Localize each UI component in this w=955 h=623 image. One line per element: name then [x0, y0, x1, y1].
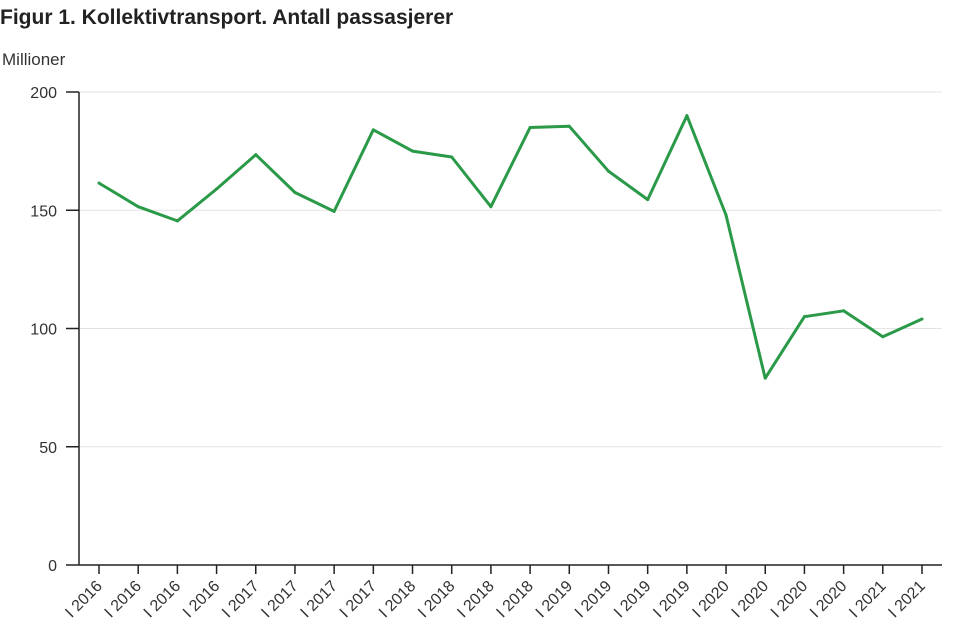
- y-tick-label: 200: [30, 85, 57, 102]
- y-tick-label: 0: [48, 558, 57, 575]
- y-axis-ticks: 0 50 100 150 200: [30, 85, 79, 575]
- x-tick-label: I 2017: [297, 578, 341, 622]
- x-tick-label: I 2017: [258, 578, 302, 622]
- data-point: [646, 198, 650, 202]
- x-tick-label: I 2018: [415, 578, 459, 622]
- x-tick-label: I 2020: [768, 578, 812, 622]
- series-points: [97, 114, 924, 380]
- x-tick-label: I 2019: [533, 578, 577, 622]
- data-point: [175, 219, 179, 223]
- x-tick-label: I 2019: [572, 578, 616, 622]
- x-tick-label: I 2018: [493, 578, 537, 622]
- data-point: [293, 191, 297, 195]
- data-point: [802, 315, 806, 319]
- data-point: [528, 125, 532, 129]
- data-point: [371, 128, 375, 132]
- data-point: [97, 181, 101, 185]
- data-point: [685, 114, 689, 118]
- series-line: [98, 114, 923, 380]
- y-axis-unit-label: Millioner: [2, 50, 66, 69]
- x-tick-label: I 2021: [885, 578, 929, 622]
- data-point: [763, 376, 767, 380]
- y-tick-label: 100: [30, 322, 57, 339]
- data-point: [606, 169, 610, 173]
- x-tick-label: I 2018: [376, 578, 420, 622]
- x-tick-label: I 2017: [219, 578, 263, 622]
- data-point: [567, 124, 571, 128]
- data-point: [215, 187, 219, 191]
- gridlines: [79, 91, 942, 448]
- data-point: [881, 335, 885, 339]
- y-tick-label: 50: [39, 440, 57, 457]
- x-tick-label: I 2019: [650, 578, 694, 622]
- chart-title: Figur 1. Kollektivtransport. Antall pass…: [0, 6, 454, 29]
- data-point: [254, 153, 258, 157]
- x-tick-label: I 2020: [689, 578, 733, 622]
- x-tick-label: I 2017: [337, 578, 381, 622]
- x-tick-label: I 2016: [62, 578, 106, 622]
- data-point: [450, 155, 454, 159]
- x-tick-label: I 2016: [102, 578, 146, 622]
- x-tick-label: I 2019: [611, 578, 655, 622]
- x-tick-label: I 2021: [846, 578, 890, 622]
- data-point: [489, 205, 493, 209]
- x-tick-label: I 2018: [454, 578, 498, 622]
- x-tick-label: I 2016: [180, 578, 224, 622]
- data-point: [842, 309, 846, 313]
- x-tick-label: I 2020: [807, 578, 851, 622]
- data-point: [332, 209, 336, 213]
- data-point: [920, 317, 924, 321]
- data-point: [136, 205, 140, 209]
- x-tick-label: I 2020: [729, 578, 773, 622]
- x-tick-label: I 2016: [141, 578, 185, 622]
- data-point: [724, 213, 728, 217]
- data-point: [411, 149, 415, 153]
- y-tick-label: 150: [30, 203, 57, 220]
